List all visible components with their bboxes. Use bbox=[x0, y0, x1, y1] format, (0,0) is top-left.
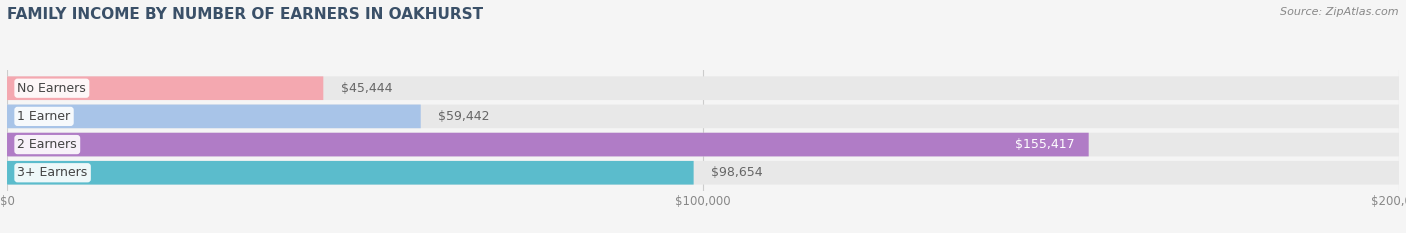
FancyBboxPatch shape bbox=[7, 133, 1088, 156]
Text: Source: ZipAtlas.com: Source: ZipAtlas.com bbox=[1281, 7, 1399, 17]
FancyBboxPatch shape bbox=[7, 161, 693, 185]
FancyBboxPatch shape bbox=[7, 161, 1399, 185]
Text: 3+ Earners: 3+ Earners bbox=[17, 166, 87, 179]
FancyBboxPatch shape bbox=[7, 105, 1399, 128]
Text: $98,654: $98,654 bbox=[711, 166, 762, 179]
FancyBboxPatch shape bbox=[7, 105, 420, 128]
Text: 1 Earner: 1 Earner bbox=[17, 110, 70, 123]
Text: No Earners: No Earners bbox=[17, 82, 86, 95]
FancyBboxPatch shape bbox=[7, 76, 1399, 100]
Text: FAMILY INCOME BY NUMBER OF EARNERS IN OAKHURST: FAMILY INCOME BY NUMBER OF EARNERS IN OA… bbox=[7, 7, 484, 22]
Text: 2 Earners: 2 Earners bbox=[17, 138, 77, 151]
Text: $155,417: $155,417 bbox=[1015, 138, 1074, 151]
Text: $59,442: $59,442 bbox=[439, 110, 489, 123]
Text: $45,444: $45,444 bbox=[340, 82, 392, 95]
FancyBboxPatch shape bbox=[7, 76, 323, 100]
FancyBboxPatch shape bbox=[7, 133, 1399, 156]
